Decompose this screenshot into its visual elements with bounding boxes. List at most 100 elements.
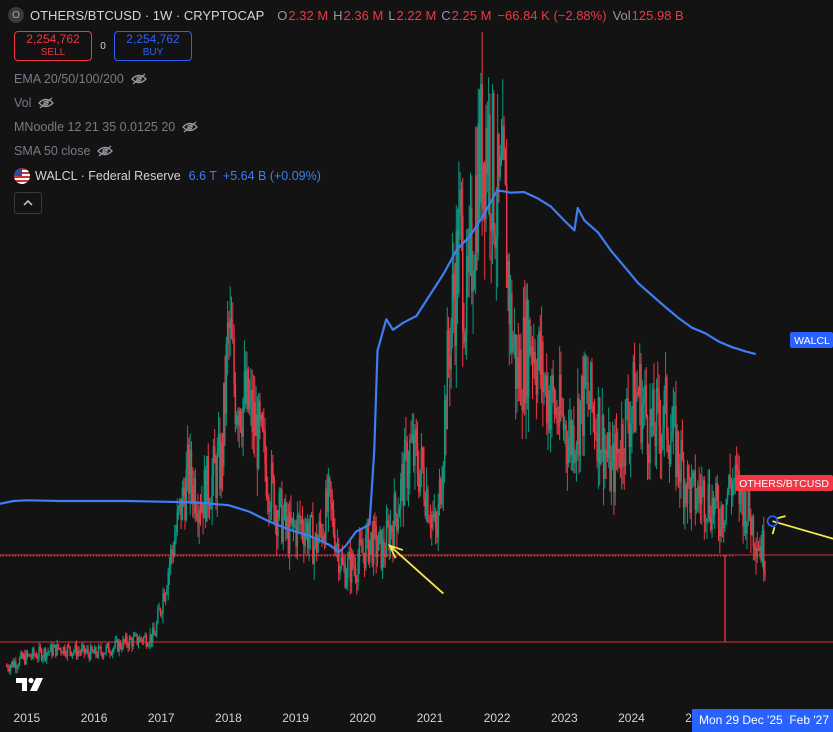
candle-body xyxy=(702,480,704,487)
candle-body xyxy=(35,655,38,659)
indicator-vol[interactable]: Vol xyxy=(14,96,55,110)
candle-body xyxy=(145,635,147,647)
candle-body xyxy=(9,665,12,671)
candle-body xyxy=(356,578,358,583)
candle-body xyxy=(150,634,153,643)
candle-body xyxy=(642,398,645,405)
candle-body xyxy=(530,346,532,355)
candle-body xyxy=(281,489,283,543)
candle-body xyxy=(67,645,70,647)
eye-hidden-icon[interactable] xyxy=(182,121,199,133)
candle-body xyxy=(303,533,305,546)
eye-hidden-icon[interactable] xyxy=(38,97,55,109)
candle-body xyxy=(363,552,366,569)
candle-body xyxy=(406,442,408,488)
candle-body xyxy=(52,647,54,656)
candle-body xyxy=(239,410,242,428)
candle-body xyxy=(98,646,101,648)
candle-body xyxy=(438,479,441,505)
candle-body xyxy=(86,649,88,652)
candle-body xyxy=(328,477,331,483)
candle-body xyxy=(529,319,531,355)
candle-body xyxy=(520,349,522,406)
tradingview-logo-icon[interactable] xyxy=(16,676,48,692)
candle-body xyxy=(387,520,389,525)
candle-body xyxy=(677,431,680,470)
buy-button[interactable]: 2,254,762 BUY xyxy=(114,31,192,61)
candle-body xyxy=(631,408,633,425)
candle-body xyxy=(399,478,402,509)
price-change: −66.84 K (−2.88%) xyxy=(497,7,607,23)
candle-body xyxy=(105,646,107,653)
candle-body xyxy=(71,652,74,656)
candle-body xyxy=(477,123,480,253)
indicator-sma[interactable]: SMA 50 close xyxy=(14,144,114,158)
eye-hidden-icon[interactable] xyxy=(130,73,147,85)
symbol-icon[interactable]: O xyxy=(8,7,24,23)
candle-body xyxy=(679,469,681,483)
candle-body xyxy=(394,493,397,515)
candle-body xyxy=(551,375,553,406)
candle-body xyxy=(641,404,644,443)
candle-body xyxy=(618,448,620,465)
candle-body xyxy=(204,469,207,522)
candle-body xyxy=(433,511,436,518)
indicator-mnoodle[interactable]: MNoodle 12 21 35 0.0125 20 xyxy=(14,120,199,134)
candle-body xyxy=(514,334,517,389)
candle-body xyxy=(210,508,212,510)
candle-body xyxy=(653,389,655,435)
indicator-walcl[interactable]: WALCL · Federal Reserve 6.6 T +5.64 B (+… xyxy=(14,168,321,184)
candle-body xyxy=(494,233,496,249)
candle-body xyxy=(449,356,451,370)
candle-body xyxy=(648,454,650,464)
indicator-ema[interactable]: EMA 20/50/100/200 xyxy=(14,72,147,86)
candle-body xyxy=(198,509,200,524)
candle-body xyxy=(345,577,348,588)
collapse-legend-button[interactable] xyxy=(14,192,42,214)
symbol-title[interactable]: OTHERS/BTCUSD · 1W · CRYPTOCAP xyxy=(30,7,265,23)
candle-body xyxy=(42,656,44,660)
candle-body xyxy=(495,238,498,249)
candle-body xyxy=(751,516,753,536)
candle-body xyxy=(735,464,738,471)
candle-body xyxy=(446,330,448,430)
candle-body xyxy=(593,412,596,434)
candle-body xyxy=(66,645,69,657)
candle-body xyxy=(624,400,627,466)
arrow-head xyxy=(387,544,404,559)
candle-body xyxy=(157,609,159,624)
candle-body xyxy=(597,397,600,462)
candle-body xyxy=(22,654,25,659)
candle-body xyxy=(707,484,709,519)
candle-body xyxy=(490,216,492,232)
candle-body xyxy=(469,207,472,230)
candle-body xyxy=(15,661,17,669)
candle-body xyxy=(672,405,675,434)
candle-body xyxy=(763,530,765,572)
candle-body xyxy=(151,627,154,643)
candle-body xyxy=(467,256,469,273)
candle-body xyxy=(650,409,653,426)
candle-body xyxy=(370,532,372,540)
candle-body xyxy=(153,627,155,635)
candle-body xyxy=(760,546,762,562)
eye-hidden-icon[interactable] xyxy=(97,145,114,157)
candle-body xyxy=(217,434,220,452)
sell-button[interactable]: 2,254,762 SELL xyxy=(14,31,92,61)
candle-body xyxy=(292,518,295,526)
trade-panel: 2,254,762 SELL 0 2,254,762 BUY xyxy=(14,31,192,61)
candle-body xyxy=(499,155,501,177)
candle-body xyxy=(743,487,746,527)
candle-body xyxy=(553,391,556,415)
candle-body xyxy=(675,405,677,477)
candle-body xyxy=(127,644,129,648)
candle-body xyxy=(533,351,535,364)
candle-body xyxy=(720,505,722,537)
candle-body xyxy=(638,364,641,396)
candle-body xyxy=(682,459,685,507)
candle-body xyxy=(680,440,682,483)
candle-body xyxy=(383,539,385,556)
candle-body xyxy=(481,84,483,210)
candle-body xyxy=(480,84,482,203)
